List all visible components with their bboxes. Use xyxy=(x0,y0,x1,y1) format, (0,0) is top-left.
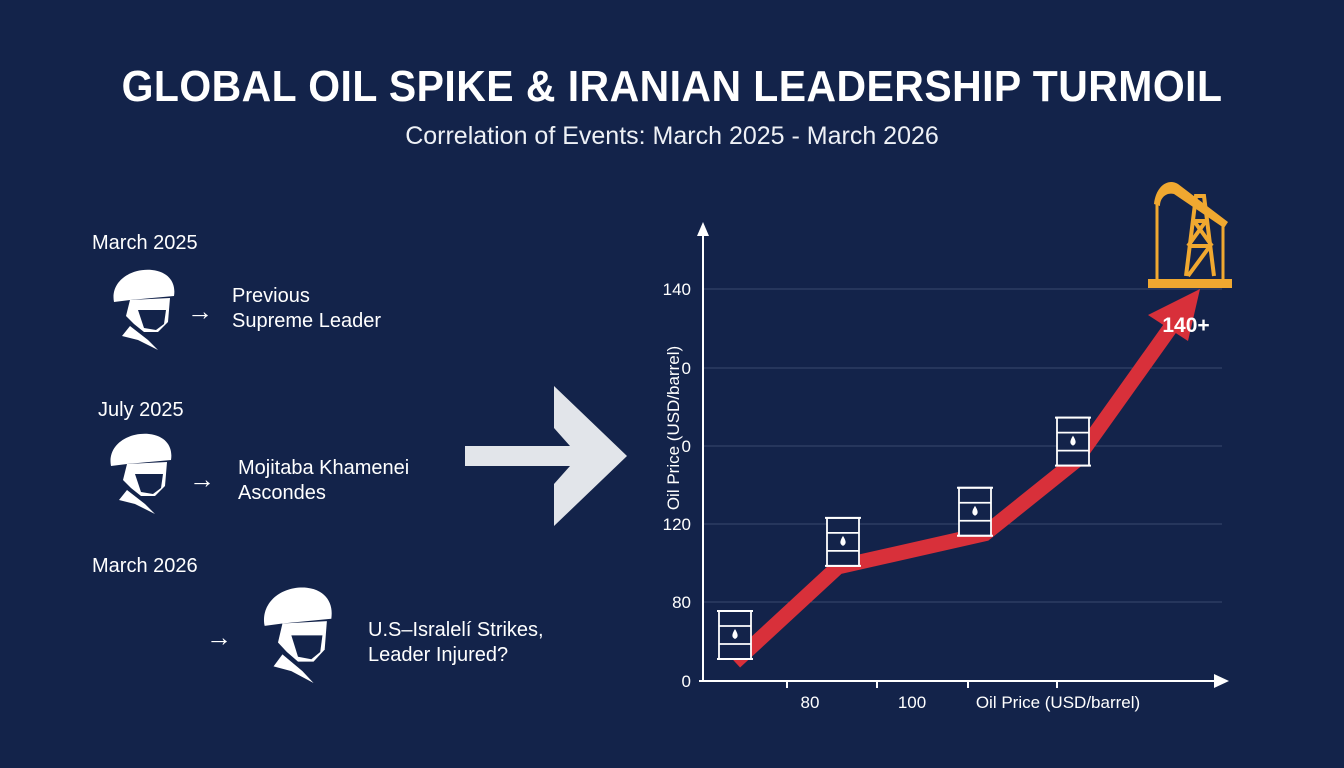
timeline-date: March 2025 xyxy=(92,232,198,254)
end-value-label: 140+ xyxy=(1162,314,1209,337)
timeline-event: Mojitaba Khamenei Ascondes xyxy=(238,456,409,506)
price-line xyxy=(729,312,1185,668)
y-axis-arrow-icon xyxy=(697,222,709,236)
y-tick-label: 120 xyxy=(663,515,691,534)
oil-barrel-icon xyxy=(957,486,993,537)
oil-barrel-icon xyxy=(717,610,753,660)
event-line: Previous xyxy=(232,285,310,307)
connector-arrow-icon xyxy=(465,386,627,526)
cleric-portrait-icon xyxy=(108,266,180,355)
page-title: GLOBAL OIL SPIKE & IRANIAN LEADERSHIP TU… xyxy=(121,62,1223,111)
oil-barrel-icon xyxy=(1055,416,1091,467)
timeline-event: U.S–Isralelí Strikes, Leader Injured? xyxy=(368,618,544,668)
event-line: Leader Injured? xyxy=(368,644,509,666)
timeline-date: March 2026 xyxy=(92,555,198,577)
y-axis-label: Oil Price (USD/barrel) xyxy=(664,346,683,510)
cleric-portrait-icon xyxy=(105,430,177,519)
event-line: Ascondes xyxy=(238,482,326,504)
x-tick-label: 80 xyxy=(801,693,820,712)
timeline-event: Previous Supreme Leader xyxy=(232,284,381,334)
right-arrow-icon: → xyxy=(206,622,232,652)
timeline-date: July 2025 xyxy=(98,399,184,421)
right-arrow-icon: → xyxy=(189,464,215,494)
y-tick-label: 140 xyxy=(663,280,691,299)
y-tick-label: 80 xyxy=(672,593,691,612)
event-line: Mojitaba Khamenei xyxy=(238,457,410,479)
oil-pump-icon xyxy=(1148,182,1232,288)
y-tick-label: 0 xyxy=(682,672,691,691)
event-line: U.S–Isralelí Strikes, xyxy=(368,619,544,641)
y-tick-label: 0 xyxy=(682,437,691,456)
price-arrowhead-icon xyxy=(1148,289,1200,341)
injured-cleric-portrait-icon xyxy=(258,583,338,688)
oil-barrel-icon xyxy=(825,516,861,567)
y-tick-label: 0 xyxy=(682,359,691,378)
x-axis-label: Oil Price (USD/barrel) xyxy=(976,693,1140,712)
right-arrow-icon: → xyxy=(187,296,213,326)
page-subtitle: Correlation of Events: March 2025 - Marc… xyxy=(405,122,939,150)
x-tick-label: 100 xyxy=(898,693,926,712)
x-axis-arrow-icon xyxy=(1214,674,1229,688)
event-line: Supreme Leader xyxy=(232,310,381,332)
